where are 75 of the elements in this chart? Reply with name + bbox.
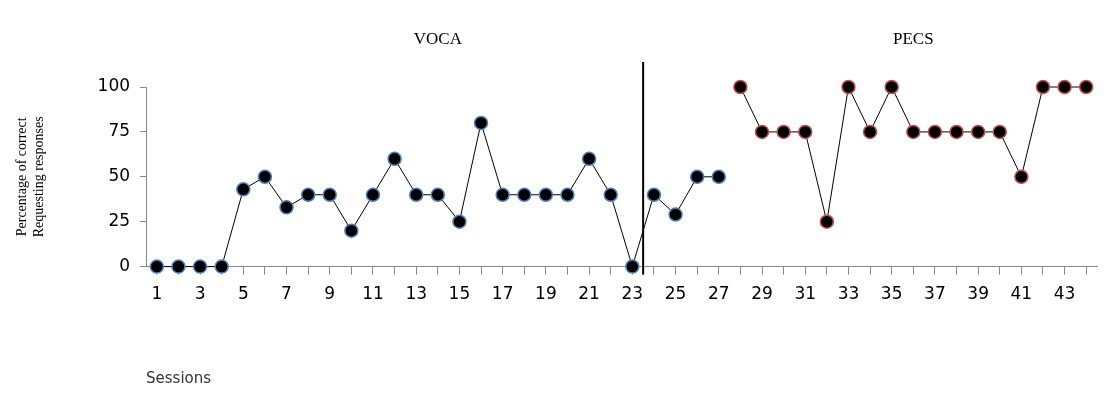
y-tick-label: 0 bbox=[119, 255, 131, 276]
point bbox=[797, 124, 813, 140]
x-tick-label: 9 bbox=[324, 283, 336, 304]
x-tick-label: 29 bbox=[751, 283, 773, 304]
x-tick-label: 37 bbox=[924, 283, 946, 304]
x-tick-label: 25 bbox=[664, 283, 687, 304]
point bbox=[517, 187, 532, 203]
point bbox=[819, 214, 835, 229]
point bbox=[906, 124, 921, 140]
x-tick-label: 11 bbox=[362, 283, 384, 304]
y-tick-label: 75 bbox=[108, 120, 131, 141]
point bbox=[970, 124, 986, 140]
point bbox=[171, 259, 186, 274]
x-tick-label: 39 bbox=[967, 283, 989, 304]
x-tick-label: 35 bbox=[880, 283, 903, 304]
x-tick-label: 19 bbox=[535, 283, 557, 304]
x-tick-label: 23 bbox=[621, 283, 644, 304]
point bbox=[625, 259, 640, 274]
point bbox=[430, 187, 446, 203]
point bbox=[689, 169, 705, 185]
y-tick-label: 50 bbox=[108, 165, 131, 186]
point bbox=[862, 124, 878, 140]
x-tick-label: 33 bbox=[837, 283, 860, 304]
x-tick-label: 21 bbox=[578, 283, 600, 304]
point bbox=[884, 79, 899, 95]
point bbox=[581, 151, 597, 167]
point bbox=[1057, 79, 1072, 95]
point bbox=[279, 200, 294, 215]
x-tick-label: 3 bbox=[194, 283, 206, 304]
point bbox=[257, 169, 273, 185]
x-tick-label: 43 bbox=[1053, 283, 1076, 304]
x-tick-label: 5 bbox=[237, 283, 249, 304]
text: VOCA bbox=[413, 29, 463, 49]
point bbox=[322, 187, 337, 203]
x-tick-label: 15 bbox=[448, 283, 471, 304]
point bbox=[560, 187, 575, 203]
point bbox=[733, 79, 748, 95]
point bbox=[300, 187, 316, 203]
x-tick-label: 31 bbox=[794, 283, 817, 304]
point bbox=[949, 124, 964, 140]
y-axis-title: Percentage of correct Requesting responses bbox=[14, 116, 46, 238]
point bbox=[603, 187, 618, 203]
point bbox=[841, 79, 856, 95]
point bbox=[452, 214, 467, 229]
point bbox=[992, 124, 1007, 140]
point bbox=[214, 259, 229, 274]
point bbox=[1078, 79, 1094, 95]
point bbox=[538, 187, 554, 203]
point bbox=[776, 124, 791, 140]
x-tick-label: 7 bbox=[281, 283, 292, 304]
point bbox=[1035, 79, 1051, 95]
point bbox=[344, 223, 359, 238]
point bbox=[495, 187, 510, 203]
point bbox=[473, 115, 489, 131]
y-tick-label: 25 bbox=[108, 210, 131, 231]
point bbox=[365, 187, 381, 203]
point bbox=[387, 151, 402, 167]
point bbox=[668, 207, 683, 222]
text: PECS bbox=[892, 29, 934, 49]
x-tick-label: 27 bbox=[707, 283, 730, 304]
x-axis-title: Sessions bbox=[146, 368, 212, 387]
x-tick-label: 17 bbox=[491, 283, 514, 304]
point bbox=[754, 124, 770, 140]
point bbox=[192, 259, 208, 274]
point bbox=[927, 124, 943, 140]
point bbox=[711, 169, 727, 185]
point bbox=[236, 182, 251, 197]
point bbox=[149, 259, 165, 274]
point bbox=[1014, 169, 1029, 185]
x-tick-label: 41 bbox=[1010, 283, 1033, 304]
x-tick-label: 13 bbox=[405, 283, 428, 304]
x-tick-label: 1 bbox=[151, 283, 163, 304]
y-tick-label: 100 bbox=[97, 75, 131, 96]
point bbox=[646, 187, 662, 203]
point bbox=[408, 187, 424, 203]
